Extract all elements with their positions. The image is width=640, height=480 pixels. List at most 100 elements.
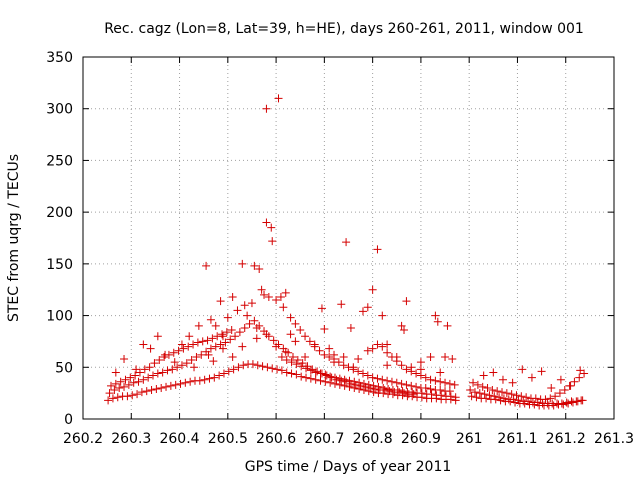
data-point xyxy=(211,342,220,351)
data-point xyxy=(315,346,324,355)
data-point xyxy=(211,321,220,330)
data-point xyxy=(140,365,149,374)
data-point xyxy=(436,386,445,395)
data-point xyxy=(426,352,435,361)
data-point xyxy=(177,361,186,370)
data-point xyxy=(431,311,440,320)
data-point xyxy=(198,337,207,346)
data-point xyxy=(268,364,277,373)
data-point xyxy=(469,378,478,387)
data-point xyxy=(209,357,218,366)
data-point xyxy=(517,392,526,401)
data-point xyxy=(161,350,170,359)
data-point xyxy=(402,380,411,389)
data-point xyxy=(427,390,436,399)
data-point xyxy=(306,374,315,383)
data-point xyxy=(234,363,243,372)
data-point xyxy=(231,332,240,341)
data-point xyxy=(145,363,154,372)
data-point xyxy=(128,391,137,400)
data-point xyxy=(279,303,288,312)
data-point xyxy=(134,377,143,386)
data-point xyxy=(282,356,291,365)
data-point xyxy=(472,393,481,402)
data-point xyxy=(421,383,430,392)
data-point xyxy=(142,387,151,396)
data-point xyxy=(171,380,180,389)
data-point xyxy=(287,369,296,378)
data-point xyxy=(166,381,175,390)
data-point xyxy=(378,342,387,351)
x-tick-label: 260.6 xyxy=(256,431,296,447)
data-point xyxy=(223,313,232,322)
data-point xyxy=(126,373,135,382)
data-point xyxy=(106,381,115,390)
data-point xyxy=(383,340,392,349)
data-point xyxy=(260,290,269,299)
data-point xyxy=(105,389,114,398)
data-point xyxy=(373,340,382,349)
data-point xyxy=(417,389,426,398)
data-point xyxy=(511,398,520,407)
data-point xyxy=(282,368,291,377)
data-point xyxy=(451,393,460,402)
data-point xyxy=(243,311,252,320)
data-point xyxy=(133,390,142,399)
data-point xyxy=(383,376,392,385)
data-point xyxy=(337,376,346,385)
data-point xyxy=(240,301,249,310)
data-point xyxy=(359,379,368,388)
data-point xyxy=(144,373,153,382)
data-point xyxy=(187,356,196,365)
data-point xyxy=(296,326,305,335)
data-point xyxy=(392,352,401,361)
data-point xyxy=(408,388,417,397)
data-point xyxy=(150,359,159,368)
data-point xyxy=(407,363,416,372)
data-point xyxy=(387,377,396,386)
y-tick-label: 200 xyxy=(46,205,73,221)
data-point xyxy=(496,396,505,405)
data-point xyxy=(478,382,487,391)
x-tick-label: 260.7 xyxy=(304,431,344,447)
data-point xyxy=(158,368,167,377)
data-point xyxy=(113,393,122,402)
data-point xyxy=(383,348,392,357)
data-point xyxy=(355,378,364,387)
data-point xyxy=(475,389,484,398)
data-point xyxy=(316,369,325,378)
data-point xyxy=(179,344,188,353)
data-point xyxy=(392,378,401,387)
data-point xyxy=(215,371,224,380)
data-point xyxy=(153,332,162,341)
data-point xyxy=(286,313,295,322)
data-point xyxy=(578,396,587,405)
data-point xyxy=(216,297,225,306)
y-tick-label: 250 xyxy=(46,153,73,169)
x-tick-label: 260.9 xyxy=(401,431,441,447)
data-point xyxy=(467,392,476,401)
data-point xyxy=(204,350,213,359)
data-point xyxy=(297,372,306,381)
data-point xyxy=(380,386,389,395)
data-point xyxy=(173,363,182,372)
data-point xyxy=(146,344,155,353)
x-tick-label: 261 xyxy=(456,431,483,447)
data-point xyxy=(111,379,120,388)
data-point xyxy=(210,373,219,382)
data-point xyxy=(291,337,300,346)
data-point xyxy=(437,391,446,400)
y-tick-label: 350 xyxy=(46,50,73,66)
data-point xyxy=(339,352,348,361)
data-point xyxy=(184,342,193,351)
data-point xyxy=(325,344,334,353)
data-point xyxy=(363,371,372,380)
data-point xyxy=(448,355,457,364)
data-point xyxy=(292,360,301,369)
data-point xyxy=(227,326,236,335)
data-point xyxy=(120,355,129,364)
data-point xyxy=(155,356,164,365)
data-point xyxy=(527,373,536,382)
data-point xyxy=(570,377,579,386)
